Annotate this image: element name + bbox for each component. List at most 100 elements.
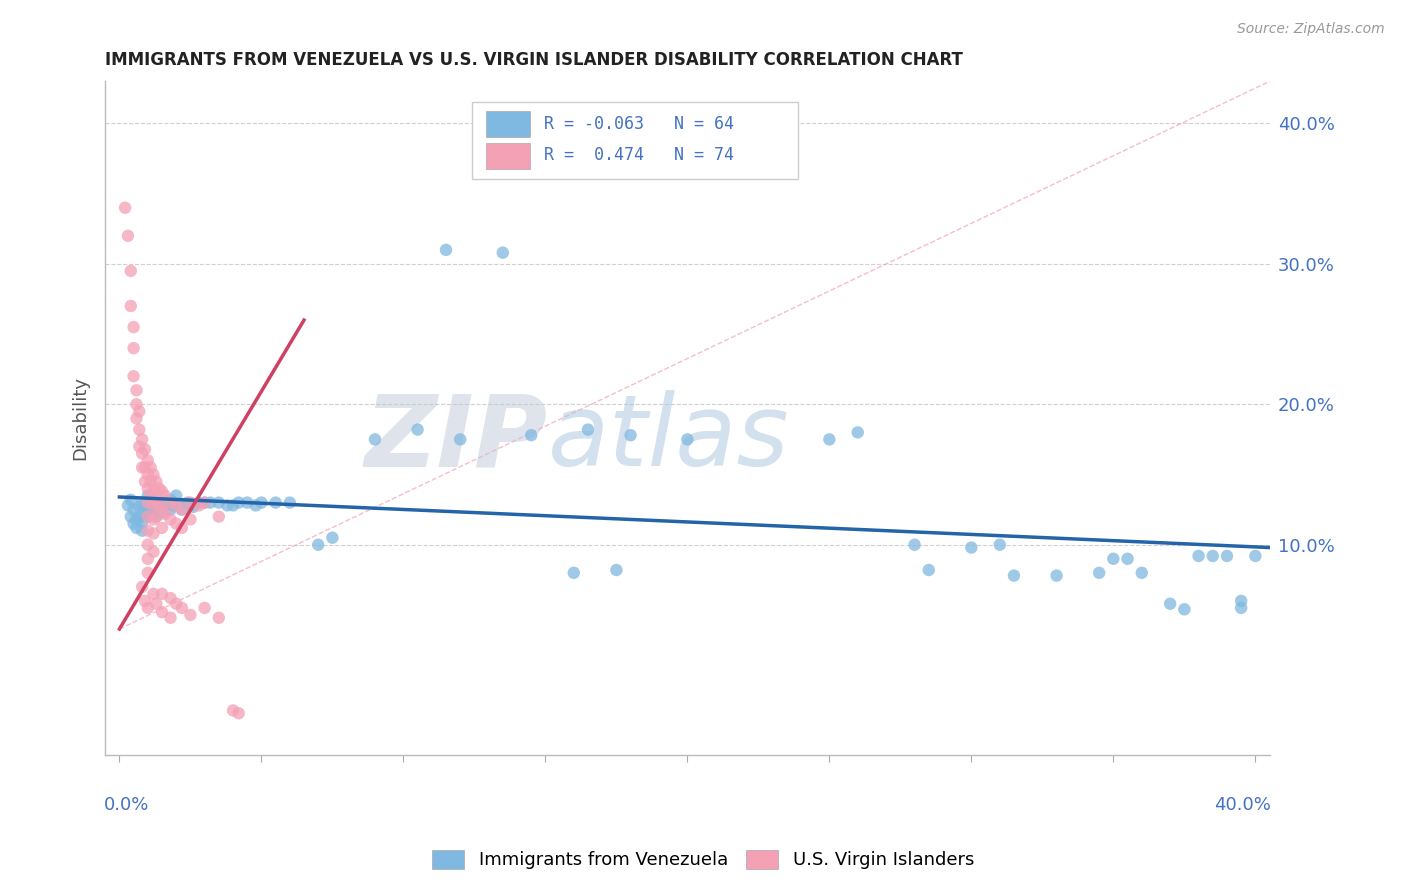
Point — [236, 495, 259, 509]
Point — [1116, 551, 1139, 566]
Point — [165, 597, 187, 611]
Point — [122, 320, 145, 334]
Point — [148, 502, 170, 516]
Point — [142, 545, 165, 559]
Point — [1159, 597, 1181, 611]
Point — [136, 551, 159, 566]
Point — [128, 423, 150, 437]
Point — [142, 499, 165, 513]
Point — [114, 201, 136, 215]
Point — [170, 502, 193, 516]
Point — [128, 404, 150, 418]
Point — [520, 428, 543, 442]
Point — [125, 411, 148, 425]
Point — [222, 703, 245, 717]
Point — [159, 611, 181, 625]
Text: 0.0%: 0.0% — [104, 796, 149, 814]
FancyBboxPatch shape — [472, 102, 799, 179]
Point — [179, 512, 201, 526]
Point — [208, 509, 231, 524]
Text: IMMIGRANTS FROM VENEZUELA VS U.S. VIRGIN ISLANDER DISABILITY CORRELATION CHART: IMMIGRANTS FROM VENEZUELA VS U.S. VIRGIN… — [105, 51, 963, 69]
Point — [142, 512, 165, 526]
Text: ZIP: ZIP — [364, 390, 548, 487]
Point — [136, 502, 159, 516]
Point — [145, 509, 167, 524]
Point — [818, 433, 841, 447]
Point — [159, 502, 181, 516]
Point — [148, 499, 170, 513]
Point — [136, 482, 159, 496]
Point — [150, 495, 173, 509]
Point — [1045, 568, 1067, 582]
Point — [117, 228, 139, 243]
Point — [131, 446, 153, 460]
Point — [200, 495, 222, 509]
Point — [187, 499, 209, 513]
Point — [145, 509, 167, 524]
Point — [194, 495, 217, 509]
Point — [165, 516, 187, 531]
Point — [208, 495, 231, 509]
Point — [194, 601, 217, 615]
Point — [165, 499, 187, 513]
Point — [208, 611, 231, 625]
Text: Source: ZipAtlas.com: Source: ZipAtlas.com — [1237, 22, 1385, 37]
Point — [136, 467, 159, 482]
Point — [492, 245, 515, 260]
Point — [153, 507, 176, 521]
Point — [434, 243, 457, 257]
Point — [136, 538, 159, 552]
Point — [321, 531, 343, 545]
Point — [1230, 594, 1253, 608]
Point — [153, 489, 176, 503]
Point — [139, 507, 162, 521]
Point — [676, 433, 699, 447]
Point — [150, 484, 173, 499]
Point — [139, 499, 162, 513]
Point — [194, 495, 217, 509]
Point — [128, 500, 150, 514]
Point — [1187, 549, 1209, 563]
Y-axis label: Disability: Disability — [72, 376, 89, 460]
Point — [131, 495, 153, 509]
Point — [307, 538, 329, 552]
Point — [576, 423, 599, 437]
Point — [1202, 549, 1225, 563]
Point — [134, 475, 156, 489]
Point — [605, 563, 627, 577]
Point — [170, 601, 193, 615]
Point — [139, 460, 162, 475]
Point — [1230, 601, 1253, 615]
Point — [125, 521, 148, 535]
Point — [1102, 551, 1125, 566]
Point — [120, 299, 142, 313]
Point — [128, 511, 150, 525]
Point — [131, 515, 153, 529]
Point — [150, 587, 173, 601]
Point — [228, 706, 250, 721]
Point — [142, 467, 165, 482]
Point — [136, 509, 159, 524]
Point — [145, 500, 167, 514]
Point — [217, 499, 239, 513]
Point — [139, 489, 162, 503]
Point — [562, 566, 585, 580]
Point — [918, 563, 941, 577]
Point — [150, 521, 173, 535]
Point — [142, 484, 165, 499]
Point — [125, 384, 148, 398]
Point — [228, 495, 250, 509]
Point — [142, 495, 165, 509]
Point — [1173, 602, 1195, 616]
FancyBboxPatch shape — [486, 144, 530, 169]
Point — [181, 500, 204, 514]
Point — [128, 439, 150, 453]
Point — [131, 507, 153, 521]
Point — [176, 495, 198, 509]
Point — [125, 397, 148, 411]
Point — [988, 538, 1011, 552]
Point — [846, 425, 869, 440]
Point — [264, 495, 287, 509]
Point — [1088, 566, 1111, 580]
Point — [136, 495, 159, 509]
